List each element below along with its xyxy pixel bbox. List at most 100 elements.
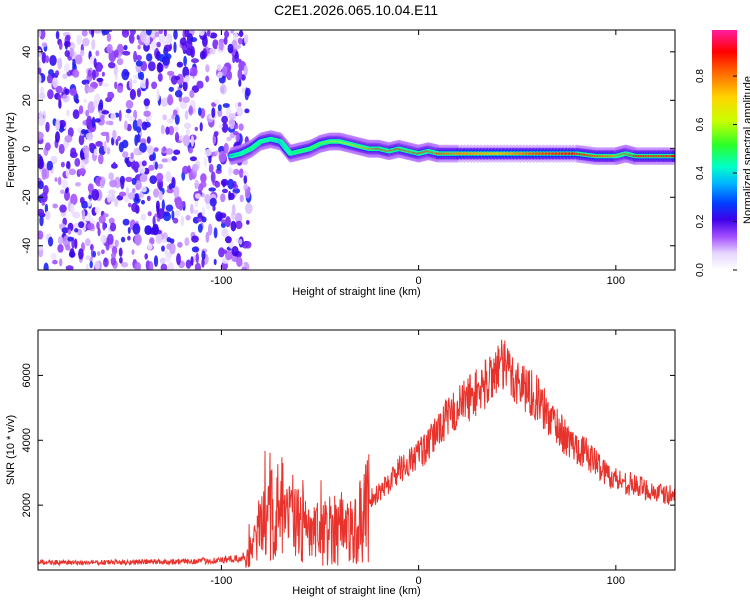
noise-speckle bbox=[64, 50, 70, 57]
noise-speckle bbox=[152, 152, 157, 161]
noise-speckle bbox=[97, 251, 101, 256]
noise-speckle bbox=[204, 194, 211, 204]
noise-speckle bbox=[190, 135, 194, 147]
figure-title: C2E1.2026.065.10.04.E11 bbox=[274, 2, 438, 18]
noise-speckle bbox=[143, 98, 150, 107]
noise-speckle bbox=[135, 184, 140, 191]
noise-speckle bbox=[156, 62, 163, 73]
noise-speckle bbox=[115, 138, 119, 146]
noise-speckle bbox=[243, 34, 249, 44]
noise-speckle bbox=[52, 77, 59, 88]
noise-speckle bbox=[231, 246, 239, 257]
noise-speckle bbox=[182, 134, 190, 147]
noise-speckle bbox=[153, 147, 159, 152]
noise-speckle bbox=[175, 197, 183, 209]
noise-speckle bbox=[55, 30, 60, 40]
noise-speckle bbox=[210, 171, 216, 183]
noise-speckle bbox=[99, 99, 104, 111]
noise-speckle bbox=[198, 30, 205, 36]
noise-speckle bbox=[232, 188, 240, 194]
noise-speckle bbox=[45, 210, 51, 221]
noise-speckle bbox=[101, 30, 110, 35]
noise-speckle bbox=[162, 56, 171, 66]
noise-speckle bbox=[231, 204, 236, 216]
noise-speckle bbox=[98, 215, 106, 224]
noise-speckle bbox=[75, 54, 83, 65]
noise-speckle bbox=[108, 172, 114, 180]
noise-speckle bbox=[221, 122, 229, 133]
noise-speckle bbox=[74, 158, 81, 167]
noise-speckle bbox=[146, 136, 151, 144]
noise-speckle bbox=[188, 105, 194, 116]
noise-speckle bbox=[173, 186, 180, 198]
noise-speckle bbox=[91, 82, 99, 88]
noise-speckle bbox=[145, 78, 149, 90]
noise-speckle bbox=[198, 107, 202, 116]
noise-speckle bbox=[217, 108, 223, 117]
noise-speckle bbox=[93, 148, 98, 156]
noise-speckle bbox=[119, 257, 123, 264]
noise-speckle bbox=[213, 227, 218, 239]
noise-speckle bbox=[94, 118, 101, 123]
noise-speckle bbox=[110, 252, 117, 259]
noise-speckle bbox=[244, 188, 251, 199]
noise-speckle bbox=[120, 262, 129, 268]
noise-speckle bbox=[93, 100, 99, 108]
noise-speckle bbox=[208, 163, 214, 173]
noise-speckle bbox=[187, 165, 191, 174]
noise-speckle bbox=[50, 252, 57, 260]
noise-speckle bbox=[57, 57, 63, 70]
noise-speckle bbox=[125, 114, 131, 118]
noise-speckle bbox=[165, 250, 172, 263]
noise-speckle bbox=[107, 91, 111, 101]
spectrogram-x-tick-label: 100 bbox=[607, 275, 625, 287]
noise-speckle bbox=[121, 139, 129, 149]
noise-speckle bbox=[131, 202, 139, 213]
noise-speckle bbox=[108, 30, 113, 33]
noise-speckle bbox=[181, 200, 185, 208]
noise-speckle bbox=[45, 142, 51, 151]
noise-speckle bbox=[38, 244, 43, 251]
noise-speckle bbox=[208, 153, 212, 164]
noise-speckle bbox=[230, 30, 235, 34]
noise-speckle bbox=[171, 210, 175, 221]
noise-speckle bbox=[134, 261, 141, 270]
noise-speckle bbox=[136, 126, 142, 133]
noise-speckle bbox=[194, 193, 201, 199]
noise-speckle bbox=[66, 160, 71, 170]
noise-speckle bbox=[228, 241, 234, 249]
snr-plot-area bbox=[38, 339, 675, 568]
noise-speckle bbox=[43, 185, 49, 195]
noise-speckle bbox=[143, 110, 151, 117]
noise-speckle bbox=[199, 122, 203, 132]
noise-speckle bbox=[52, 203, 58, 209]
noise-speckle bbox=[166, 243, 172, 250]
noise-speckle bbox=[227, 178, 235, 190]
noise-speckle bbox=[233, 131, 239, 136]
noise-speckle bbox=[165, 204, 174, 212]
noise-speckle bbox=[125, 100, 134, 109]
noise-speckle bbox=[238, 238, 243, 245]
noise-speckle bbox=[209, 32, 218, 39]
noise-speckle bbox=[172, 217, 179, 224]
snr-series-line bbox=[38, 339, 675, 568]
snr-x-tick-label: 0 bbox=[416, 575, 422, 587]
noise-speckle bbox=[201, 206, 206, 217]
noise-speckle bbox=[134, 233, 142, 246]
noise-speckle bbox=[200, 181, 207, 188]
noise-speckle bbox=[133, 50, 138, 63]
noise-speckle bbox=[182, 80, 188, 92]
noise-speckle bbox=[153, 255, 159, 267]
noise-speckle bbox=[230, 220, 237, 232]
noise-speckle bbox=[194, 262, 201, 270]
noise-speckle bbox=[60, 189, 65, 194]
noise-speckle bbox=[149, 175, 157, 185]
noise-speckle bbox=[220, 219, 227, 224]
noise-speckle bbox=[138, 166, 146, 174]
noise-speckle bbox=[91, 30, 95, 38]
colorbar-tick-label: 0.0 bbox=[695, 263, 706, 277]
noise-speckle bbox=[41, 168, 47, 180]
spectrogram-y-tick-label: 0 bbox=[21, 146, 33, 152]
noise-speckle bbox=[78, 221, 85, 229]
noise-speckle bbox=[153, 188, 160, 198]
